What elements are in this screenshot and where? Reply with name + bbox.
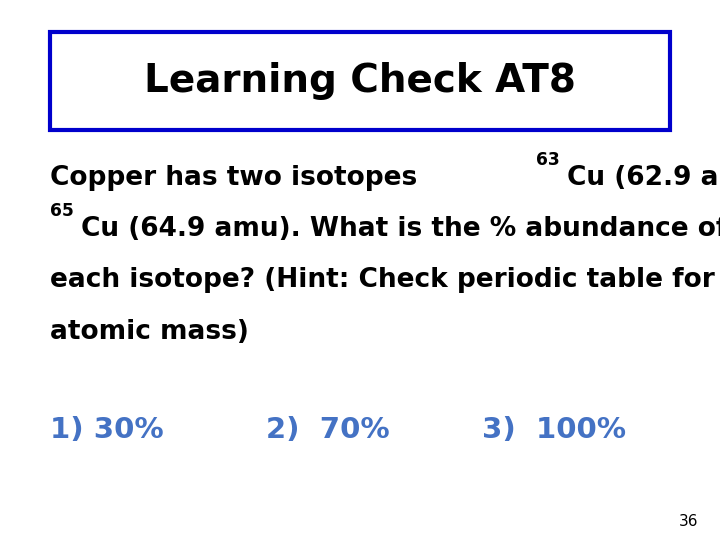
Text: 36: 36 — [679, 514, 698, 529]
Text: atomic mass): atomic mass) — [50, 319, 249, 345]
Text: Copper has two isotopes: Copper has two isotopes — [50, 165, 427, 191]
Text: Learning Check AT8: Learning Check AT8 — [144, 62, 576, 100]
Text: each isotope? (Hint: Check periodic table for: each isotope? (Hint: Check periodic tabl… — [50, 267, 715, 293]
Text: 65: 65 — [50, 202, 74, 220]
Text: Cu (64.9 amu). What is the % abundance of: Cu (64.9 amu). What is the % abundance o… — [81, 216, 720, 242]
Text: Cu (62.9 amu) and: Cu (62.9 amu) and — [567, 165, 720, 191]
Text: 63: 63 — [536, 151, 559, 169]
Text: 3)  100%: 3) 100% — [482, 416, 626, 444]
Text: 2)  70%: 2) 70% — [266, 416, 390, 444]
Text: 1) 30%: 1) 30% — [50, 416, 164, 444]
FancyBboxPatch shape — [50, 32, 670, 130]
